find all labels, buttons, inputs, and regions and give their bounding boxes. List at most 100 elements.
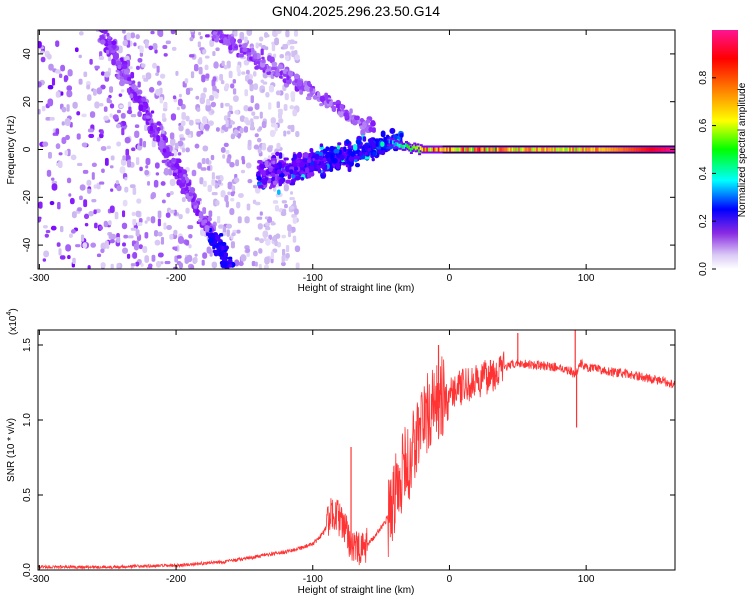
spectrogram-cell: [569, 147, 573, 152]
y-tick-label: -40: [22, 237, 33, 252]
spectrogram-cell: [100, 146, 107, 151]
spectrogram-cell: [42, 258, 47, 262]
spectrogram-cell: [196, 107, 201, 112]
spectrogram-cell: [324, 94, 329, 101]
spectrogram-cell: [297, 151, 302, 159]
spectrogram-cell: [240, 169, 246, 174]
spectrogram-cell: [205, 73, 210, 79]
spectrogram-cell: [305, 96, 312, 101]
spectrogram-cell: [176, 106, 180, 111]
spectrogram-cell: [258, 43, 263, 47]
spectrogram-cell: [204, 225, 210, 233]
spectrogram-cell: [329, 101, 333, 107]
spectrogram-cell: [119, 76, 125, 80]
spectrogram-cell: [107, 35, 112, 40]
spectrogram-cell: [141, 97, 147, 102]
spectrogram-cell: [111, 40, 117, 46]
spectrogram-cell: [305, 167, 310, 174]
spectrogram-cell: [557, 147, 561, 152]
spectrogram-cell: [115, 60, 122, 66]
spectrogram-cell: [248, 52, 252, 56]
spectrogram-cell: [275, 30, 282, 35]
spectrogram-cell: [287, 231, 292, 238]
spectrogram-cell: [665, 147, 669, 152]
spectrogram-cell: [146, 216, 151, 222]
spectrogram-cell: [106, 145, 111, 150]
spectrogram-cell: [208, 210, 213, 218]
spectrogram-cell: [66, 177, 72, 184]
spectrogram-cell: [600, 147, 604, 152]
x-tick-label: -100: [303, 574, 323, 585]
spectrogram-cell: [181, 197, 186, 203]
spectrogram-cell: [171, 46, 177, 51]
spectrogram-cell: [207, 216, 213, 222]
spectrogram-cell: [585, 147, 589, 152]
spectrogram-cell: [161, 129, 165, 134]
spectrogram-cell: [197, 41, 201, 48]
spectrogram-cell: [263, 237, 267, 242]
spectrogram-cell: [280, 261, 286, 267]
spectrogram-cell: [67, 69, 73, 77]
spectrogram-cell: [201, 259, 205, 266]
spectrogram-cell: [554, 147, 558, 152]
figure-title: GN04.2025.296.23.50.G14: [272, 3, 440, 19]
spectrogram-cell: [322, 148, 328, 154]
spectrogram-cell: [59, 225, 64, 233]
spectrogram-cell: [239, 115, 246, 123]
spectrogram-cell: [243, 104, 249, 112]
spectrogram-cell: [55, 128, 60, 135]
spectrogram-cell: [83, 213, 90, 220]
spectrogram-cell: [87, 265, 91, 269]
spectrogram-cell: [196, 198, 202, 202]
spectrogram-cell: [116, 109, 121, 114]
spectrogram-cell: [72, 101, 78, 109]
spectrogram-cell: [493, 147, 497, 152]
spectrogram-cell: [526, 147, 530, 152]
spectrogram-cell: [198, 57, 203, 65]
spectrogram-cell: [247, 178, 253, 184]
spectrogram-cell: [409, 147, 413, 152]
spectrogram-cell: [281, 168, 286, 172]
spectrogram-cell: [212, 51, 216, 57]
spectrogram-cell: [389, 127, 396, 134]
spectrogram-cell: [213, 244, 219, 248]
spectrogram-cell: [547, 147, 551, 152]
y-tick-label: -20: [22, 190, 33, 205]
spectrogram-cell: [60, 91, 64, 96]
spectrogram-cell: [123, 234, 129, 239]
spectrogram-cell: [587, 147, 591, 152]
spectrogram-cell: [371, 127, 376, 133]
spectrogram-cell: [38, 217, 42, 223]
spectrogram-cell: [79, 195, 83, 201]
spectrogram-cell: [279, 54, 285, 59]
spectrogram-cell: [268, 102, 272, 110]
spectrogram-cell: [203, 123, 210, 131]
spectrogram-cell: [347, 148, 353, 156]
spectrogram-cell: [316, 164, 321, 169]
spectrogram-cell: [603, 147, 607, 152]
spectrogram-cell: [161, 112, 166, 119]
spectrogram-cell: [634, 147, 638, 152]
spectrogram-cell: [100, 71, 105, 76]
spectrogram-cell: [281, 234, 287, 239]
spectrogram-cell: [286, 130, 291, 135]
spectrogram-cell: [170, 113, 177, 121]
spectrogram-cell: [253, 53, 258, 60]
spectrogram-cell: [250, 47, 255, 53]
spectrogram-cell: [304, 85, 309, 92]
y-tick-label: 0.0: [22, 563, 33, 577]
spectrogram-cell: [214, 250, 220, 255]
spectrogram-cell: [206, 98, 211, 106]
spectrogram-cell: [285, 179, 292, 184]
spectrogram-cell: [289, 191, 294, 195]
spectrogram-cell: [371, 157, 375, 162]
spectrogram-cell: [223, 115, 229, 121]
spectrogram-cell: [283, 157, 289, 161]
spectrogram-cell: [462, 147, 466, 152]
spectrogram-cell: [109, 239, 115, 244]
spectrogram-cell: [93, 88, 97, 96]
spectrogram-cell: [65, 134, 70, 141]
spectrogram-cell: [309, 87, 314, 92]
spectrogram-cell: [245, 162, 252, 169]
spectrogram-cell: [116, 185, 122, 192]
